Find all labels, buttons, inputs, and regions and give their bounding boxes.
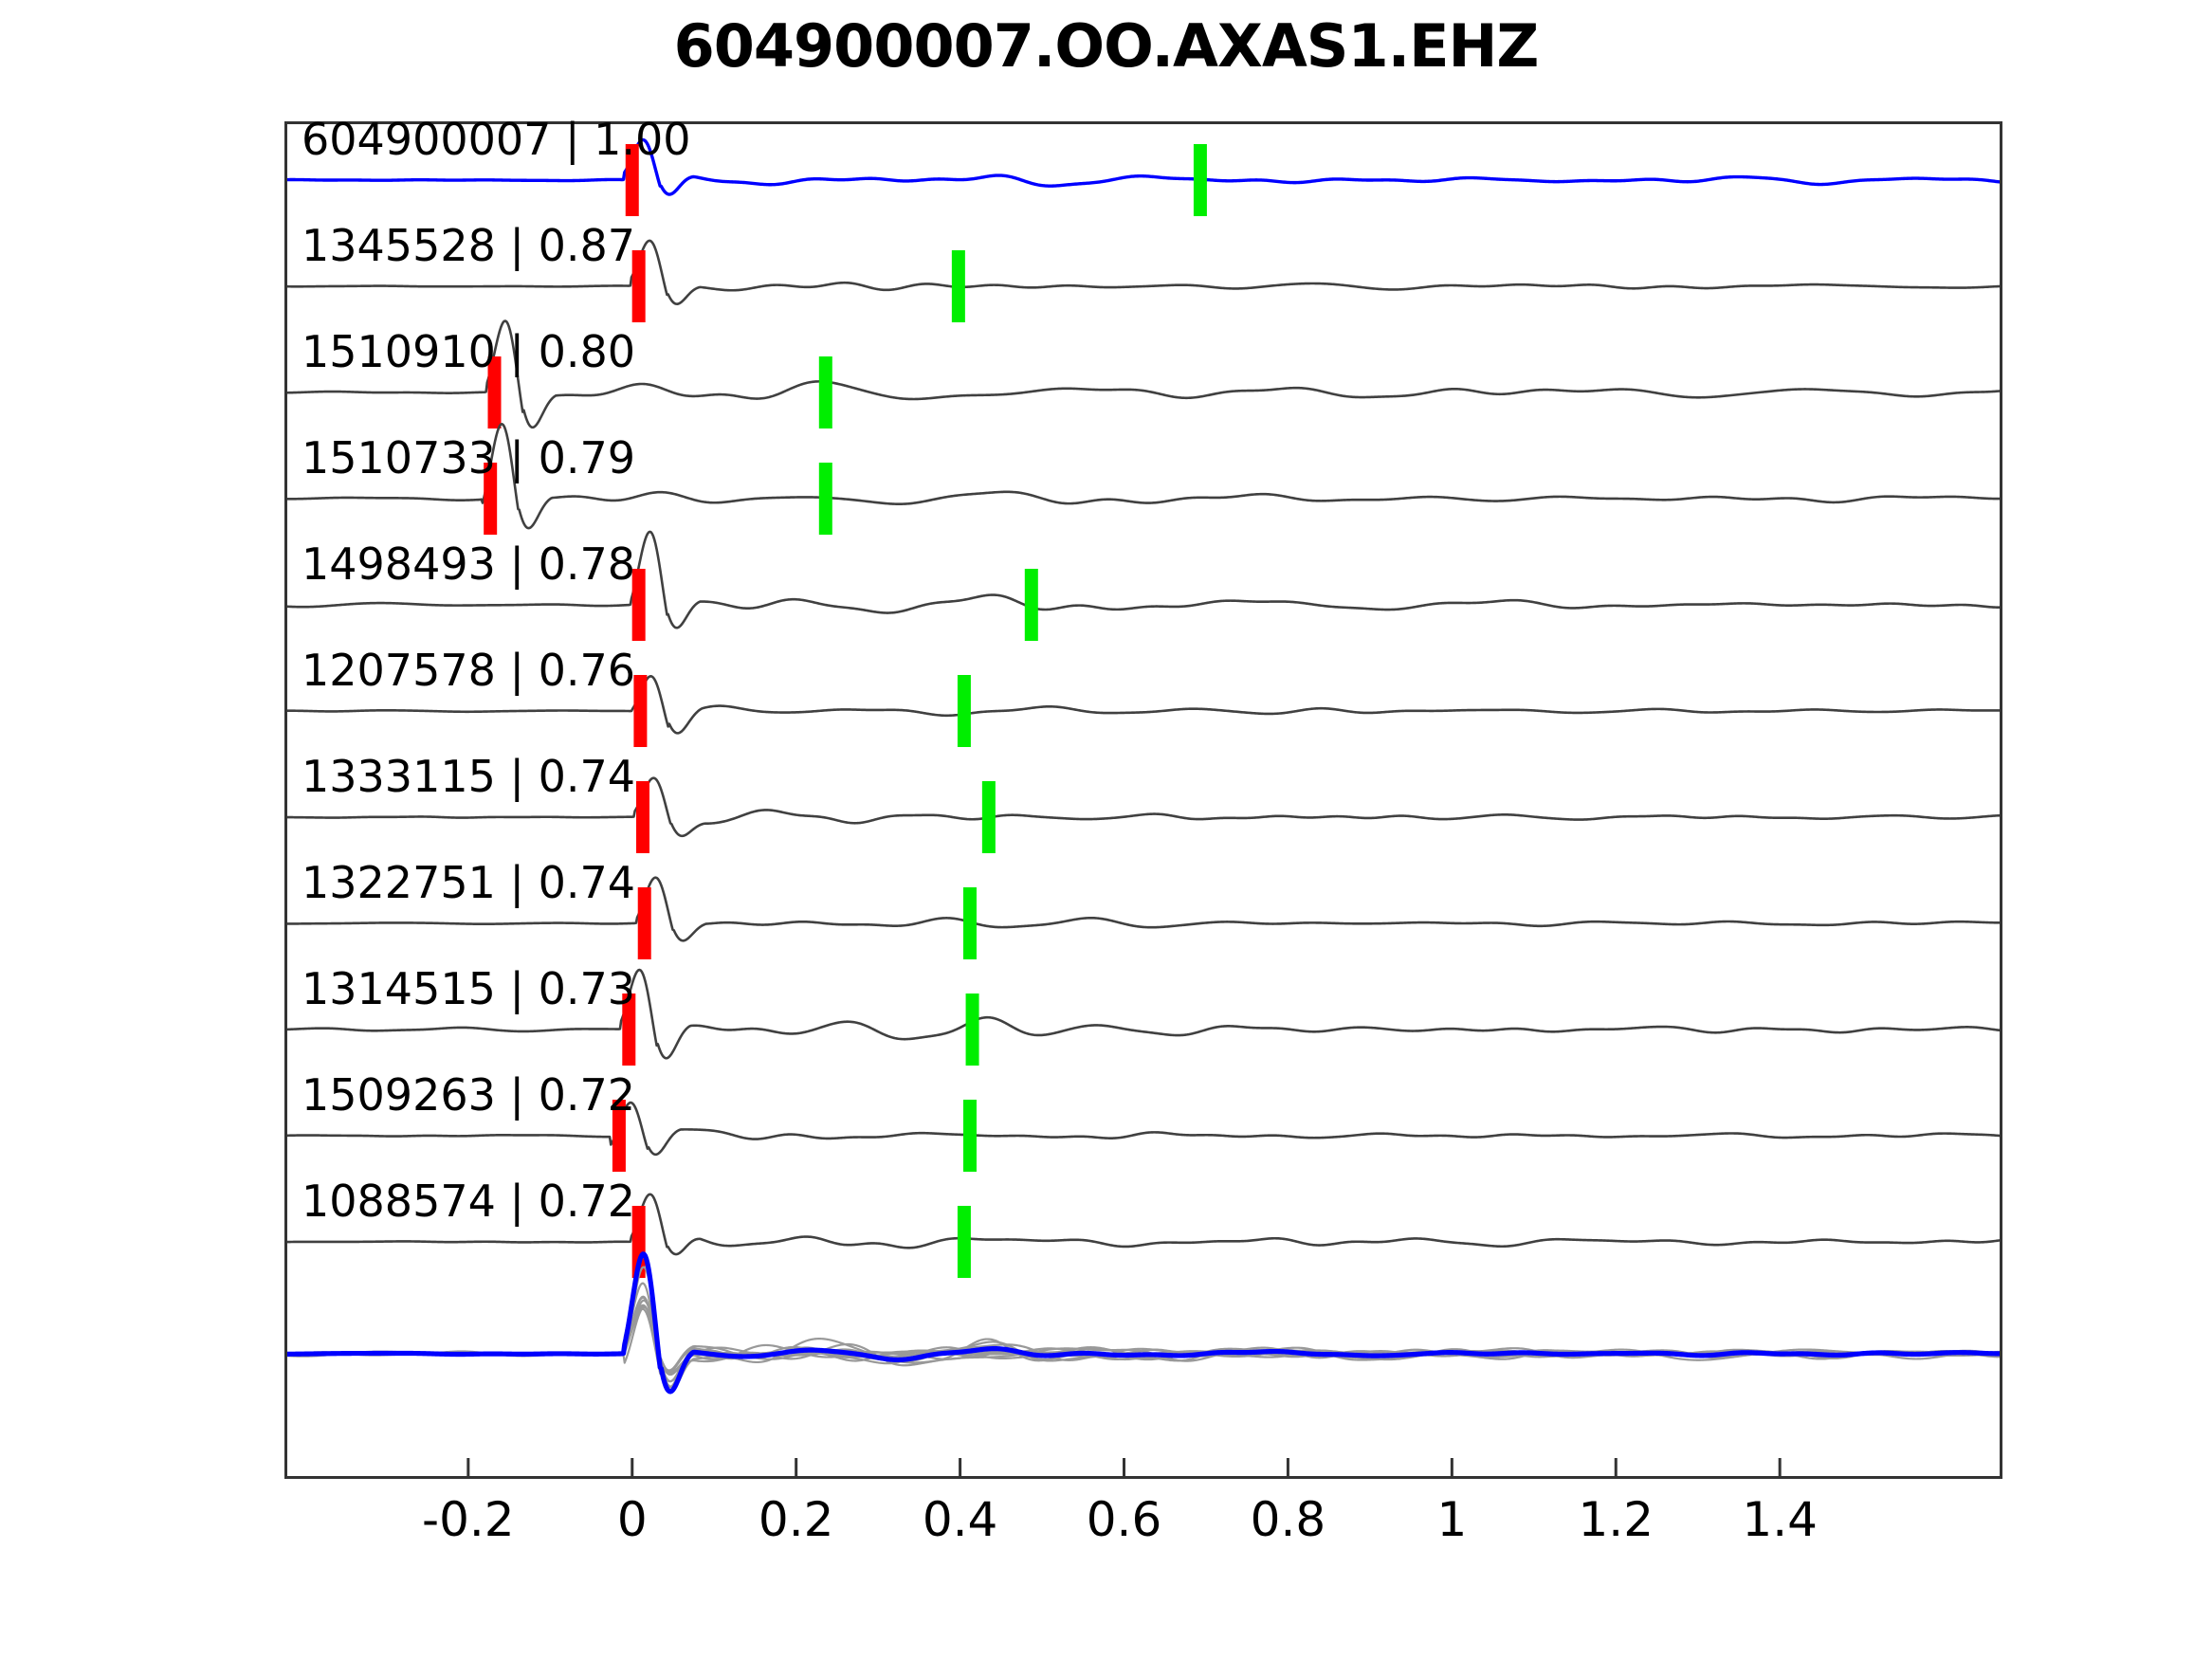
axes-frame xyxy=(284,121,2002,1479)
stack-overlay-trace xyxy=(284,1305,2002,1374)
trace-row xyxy=(284,968,2002,1066)
plot-area: 604900007 | 1.00 1345528 | 0.87 1510910 | … xyxy=(284,114,2002,1479)
trace-row xyxy=(284,319,2002,429)
waveform-trace xyxy=(284,876,2002,942)
s-pick-marker xyxy=(957,1206,971,1278)
stack-overlay-trace xyxy=(284,1299,2002,1374)
stack-panel xyxy=(284,1251,2002,1395)
trace-label: 1509263 | 0.72 xyxy=(302,1069,636,1121)
stack-overlay-trace xyxy=(284,1304,2002,1373)
p-pick-marker xyxy=(633,675,648,747)
stacked-trace xyxy=(284,1251,2002,1395)
trace-label: 1510733 | 0.79 xyxy=(302,432,636,483)
trace-row xyxy=(284,776,2002,853)
p-pick-marker xyxy=(622,994,636,1066)
s-pick-marker xyxy=(951,250,965,322)
x-tick-label: 0 xyxy=(616,1492,648,1547)
waveform-trace xyxy=(284,423,2002,530)
p-pick-marker xyxy=(631,569,646,641)
x-tick-label: 0.8 xyxy=(1250,1492,1326,1547)
waveform-plot xyxy=(284,121,2002,1479)
trace-label: 1510910 | 0.80 xyxy=(302,326,636,377)
x-tick-label: 1.2 xyxy=(1578,1492,1654,1547)
s-pick-marker xyxy=(957,675,971,747)
trace-label: 1498493 | 0.78 xyxy=(302,538,636,590)
p-pick-marker xyxy=(487,356,502,428)
trace-row xyxy=(284,239,2002,322)
trace-row xyxy=(284,530,2002,641)
s-pick-marker xyxy=(965,994,979,1066)
p-pick-marker xyxy=(637,887,651,959)
p-pick-marker xyxy=(612,1100,626,1172)
p-pick-marker xyxy=(635,781,649,853)
p-pick-marker xyxy=(484,463,498,535)
x-tick-label: 0.2 xyxy=(758,1492,834,1547)
s-pick-marker xyxy=(962,887,977,959)
waveform-trace xyxy=(284,530,2002,629)
stack-overlay-trace xyxy=(284,1255,2002,1388)
s-pick-marker xyxy=(981,781,996,853)
p-pick-marker xyxy=(631,250,646,322)
trace-label: 604900007 | 1.00 xyxy=(302,114,691,165)
trace-row xyxy=(284,1100,2002,1172)
trace-row xyxy=(284,137,2002,216)
x-tick-label: -0.2 xyxy=(422,1492,515,1547)
stack-overlay-trace xyxy=(284,1307,2002,1383)
waveform-trace xyxy=(284,137,2002,196)
x-tick-label: 0.4 xyxy=(922,1492,998,1547)
stack-overlay-trace xyxy=(284,1266,2002,1383)
waveform-trace xyxy=(284,319,2002,429)
p-pick-marker xyxy=(625,144,639,216)
stack-overlay-trace xyxy=(284,1282,2002,1389)
trace-label: 1322751 | 0.74 xyxy=(302,857,636,908)
stack-overlay-trace xyxy=(284,1304,2002,1375)
trace-row xyxy=(284,674,2002,747)
trace-label: 1207578 | 0.76 xyxy=(302,645,636,696)
x-tick-label: 0.6 xyxy=(1086,1492,1162,1547)
trace-label: 1314515 | 0.73 xyxy=(302,963,636,1014)
waveform-trace xyxy=(284,674,2002,735)
stack-overlay-trace xyxy=(284,1296,2002,1376)
waveform-trace xyxy=(284,1193,2002,1256)
x-tick-label: 1 xyxy=(1436,1492,1468,1547)
waveform-trace xyxy=(284,776,2002,838)
trace-label: 1088574 | 0.72 xyxy=(302,1176,636,1227)
trace-label: 1333115 | 0.74 xyxy=(302,751,636,802)
trace-row xyxy=(284,423,2002,535)
page-title: 604900007.OO.AXAS1.EHZ xyxy=(673,11,1540,81)
x-tick-label: 1.4 xyxy=(1742,1492,1818,1547)
s-pick-marker xyxy=(1024,569,1038,641)
s-pick-marker xyxy=(818,356,832,428)
x-axis-tick-labels: -0.2 0 0.2 0.4 0.6 0.8 1 1.2 1.4 xyxy=(0,1492,2212,1568)
x-tick-marks xyxy=(466,1458,1782,1478)
trace-label: 1345528 | 0.87 xyxy=(302,220,636,271)
waveform-trace xyxy=(284,239,2002,305)
s-pick-marker xyxy=(1193,144,1207,216)
waveform-trace xyxy=(284,1101,2002,1157)
s-pick-marker xyxy=(962,1100,977,1172)
s-pick-marker xyxy=(818,463,832,535)
stack-overlay-trace xyxy=(284,1251,2002,1393)
trace-row xyxy=(284,876,2002,959)
waveform-trace xyxy=(284,968,2002,1060)
